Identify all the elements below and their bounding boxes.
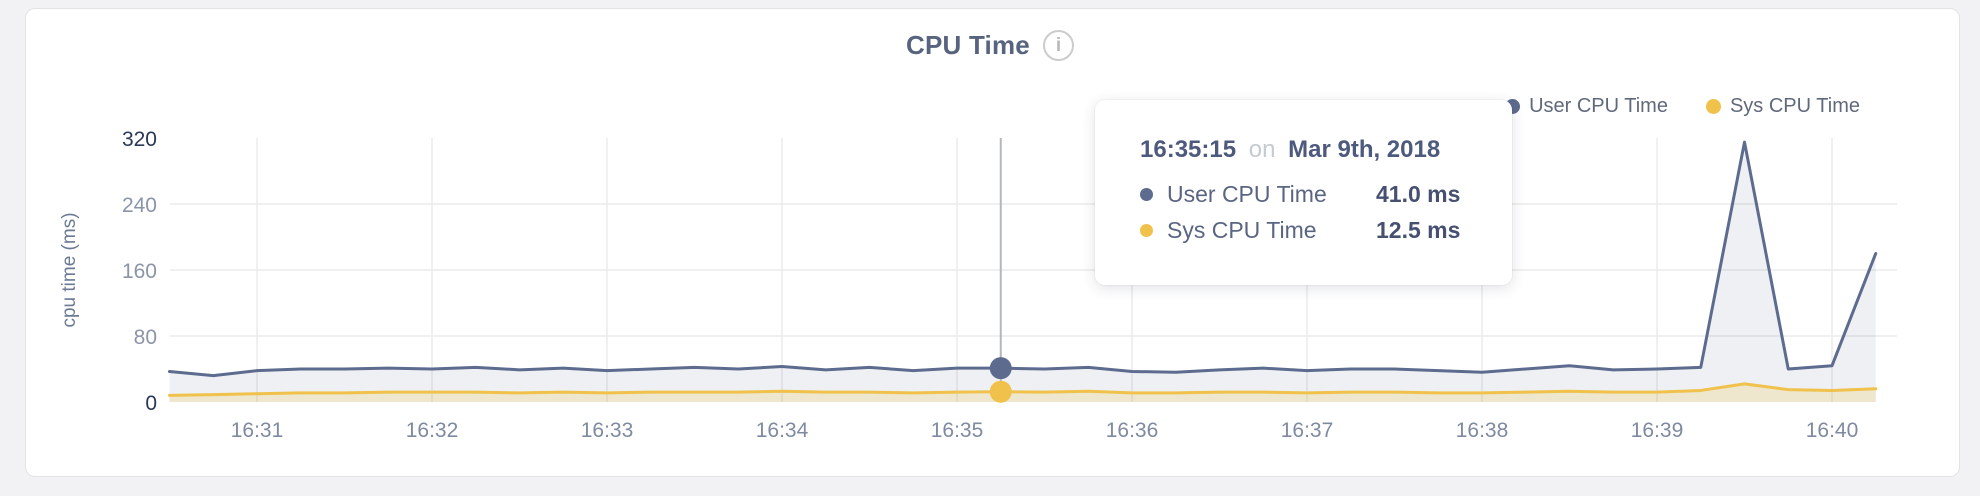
x-axis-tick: 16:31 xyxy=(231,419,284,442)
chart-tooltip: 16:35:15 on Mar 9th, 2018 User CPU Time … xyxy=(1095,100,1512,285)
tooltip-date: Mar 9th, 2018 xyxy=(1288,136,1441,163)
y-axis-tick: 320 xyxy=(122,128,157,151)
y-axis-label: cpu time (ms) xyxy=(59,212,80,327)
x-axis-tick: 16:32 xyxy=(406,419,459,442)
legend-label: User CPU Time xyxy=(1529,95,1668,117)
legend-item-user-cpu-time[interactable]: User CPU Time xyxy=(1505,95,1668,118)
x-axis-tick: 16:40 xyxy=(1806,419,1859,442)
tooltip-conjunction: on xyxy=(1248,136,1276,163)
x-axis-tick: 16:34 xyxy=(756,419,809,442)
series-line-user[interactable] xyxy=(168,140,1878,378)
x-axis-tick: 16:36 xyxy=(1106,419,1159,442)
sys-series-swatch-icon xyxy=(1705,99,1721,114)
hover-point-sys[interactable] xyxy=(989,380,1012,403)
y-axis-tick: 160 xyxy=(122,260,157,283)
legend-label: Sys CPU Time xyxy=(1729,95,1860,117)
tooltip-row-label: Sys CPU Time xyxy=(1167,216,1317,243)
tooltip-row-sys: Sys CPU Time 12.5 ms xyxy=(1140,212,1472,248)
sys-series-dot-icon xyxy=(1140,223,1153,237)
tooltip-row-user: User CPU Time 41.0 ms xyxy=(1140,176,1472,212)
series-line-sys[interactable] xyxy=(168,382,1878,397)
chart-title: CPU Time xyxy=(906,30,1030,60)
hover-point-user[interactable] xyxy=(989,357,1012,380)
x-axis-tick: 16:33 xyxy=(581,419,634,442)
tooltip-header: 16:35:15 on Mar 9th, 2018 xyxy=(1140,136,1472,164)
tooltip-row-value: 12.5 ms xyxy=(1376,216,1461,243)
info-icon[interactable]: i xyxy=(1042,30,1074,61)
x-axis-tick: 16:38 xyxy=(1456,419,1509,442)
x-axis-tick: 16:35 xyxy=(931,419,984,442)
user-series-dot-icon xyxy=(1140,187,1153,201)
x-axis-tick: 16:39 xyxy=(1631,419,1684,442)
y-axis-tick: 240 xyxy=(122,194,157,217)
tooltip-time: 16:35:15 xyxy=(1140,136,1237,163)
legend: User CPU Time Sys CPU Time xyxy=(1505,95,1860,118)
x-axis-tick: 16:37 xyxy=(1281,419,1334,442)
legend-item-sys-cpu-time[interactable]: Sys CPU Time xyxy=(1705,95,1860,118)
tooltip-row-label: User CPU Time xyxy=(1167,180,1327,207)
y-axis-tick: 80 xyxy=(134,326,157,349)
tooltip-row-value: 41.0 ms xyxy=(1376,180,1461,207)
series-area-user xyxy=(169,142,1876,402)
y-axis-tick: 0 xyxy=(145,392,157,415)
chart-header: CPU Time i xyxy=(0,30,1980,61)
